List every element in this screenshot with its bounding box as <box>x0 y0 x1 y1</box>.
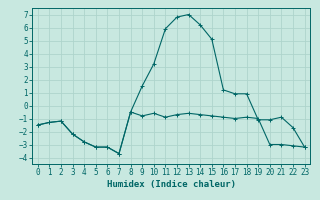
X-axis label: Humidex (Indice chaleur): Humidex (Indice chaleur) <box>107 180 236 189</box>
